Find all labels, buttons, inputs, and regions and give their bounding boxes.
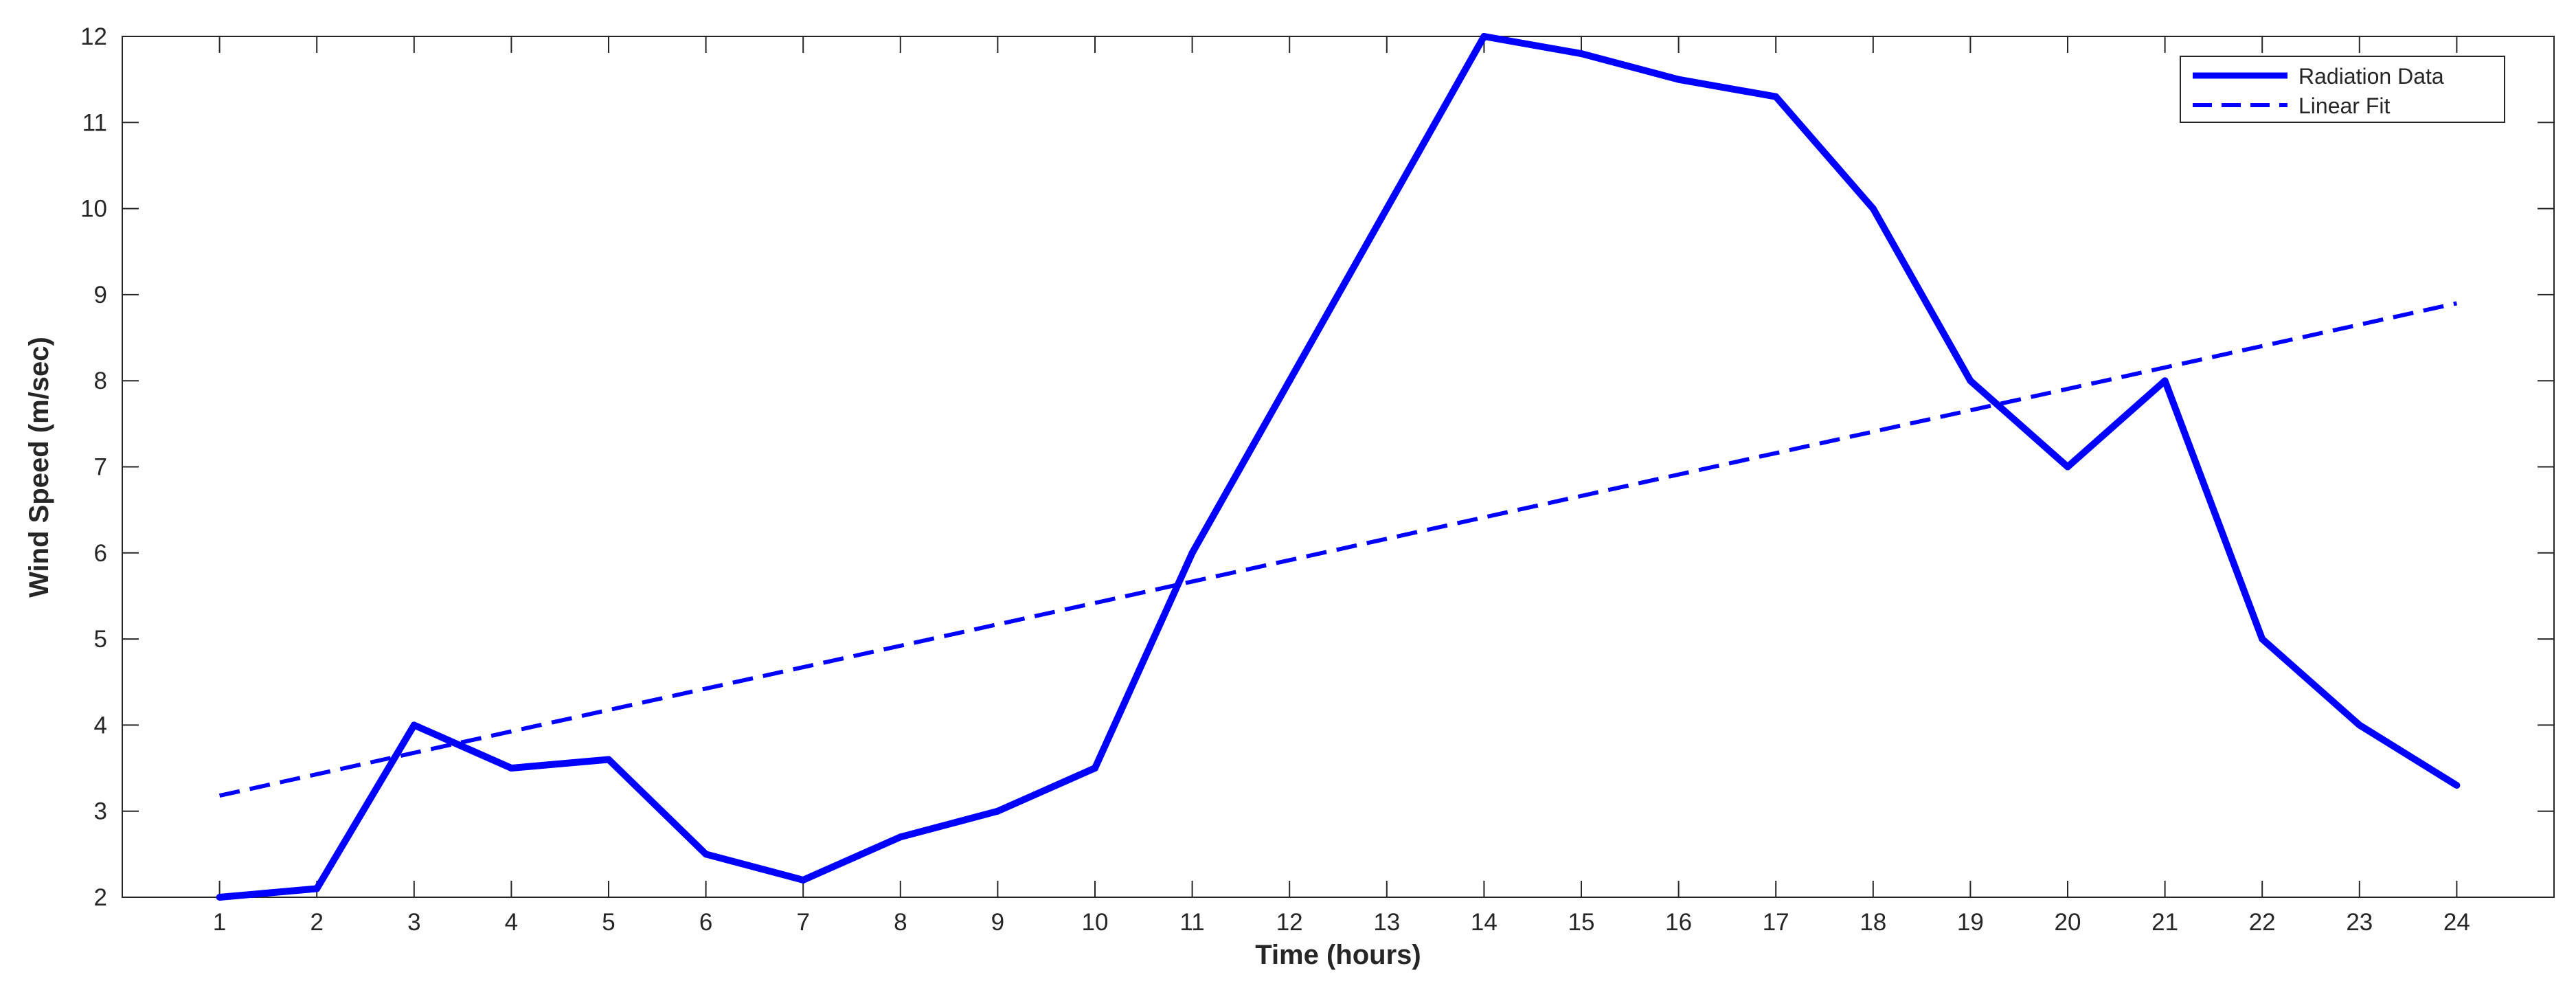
y-tick-label: 9: [94, 282, 107, 308]
plot-area: [122, 36, 2555, 898]
data-point-radiation-data: [1092, 765, 1098, 772]
data-point-radiation-data: [1869, 205, 1877, 212]
y-tick-label: 2: [94, 884, 107, 911]
ticks-layer: 1 2 3 4 5 6 7 8 9 10 11 12 13 14 15 16 17 18 19 20 21 22 23 242…: [80, 23, 2554, 936]
x-tick-label: 1: [213, 909, 226, 936]
data-point-radiation-data: [1286, 377, 1293, 385]
x-tick-label: 20: [2055, 909, 2081, 936]
data-point-radiation-data: [508, 765, 515, 772]
x-tick-label: 23: [2346, 909, 2373, 936]
y-tick-label: 7: [94, 454, 107, 481]
data-point-radiation-data: [896, 833, 904, 841]
y-tick-label: 4: [94, 712, 107, 739]
x-tick-label: 22: [2249, 909, 2276, 936]
x-tick-label: 13: [1373, 909, 1400, 936]
data-point-radiation-data: [2161, 377, 2169, 385]
data-point-radiation-data: [313, 885, 321, 892]
series-line-radiation-data: [219, 33, 2459, 901]
x-tick-label: 7: [796, 909, 809, 936]
data-point-radiation-data: [994, 807, 1002, 815]
x-tick-label: 17: [1763, 909, 1789, 936]
x-tick-label: 21: [2151, 909, 2178, 936]
x-tick-label: 6: [699, 909, 712, 936]
legend-box: [2180, 56, 2505, 123]
y-tick-label: 11: [82, 109, 107, 136]
y-tick-label: 3: [94, 798, 107, 825]
x-tick-label: 24: [2443, 909, 2470, 936]
x-tick-label: 8: [894, 909, 907, 936]
legend-label-radiation-data: Radiation Data: [2298, 64, 2444, 89]
x-tick-label: 16: [1665, 909, 1692, 936]
y-tick-label: 6: [94, 540, 107, 567]
data-point-radiation-data: [2453, 782, 2461, 789]
y-tick-label: 8: [94, 368, 107, 394]
data-point-radiation-data: [1675, 76, 1682, 83]
x-tick-label: 15: [1568, 909, 1595, 936]
legend: Radiation Data Linear Fit: [2180, 56, 2505, 123]
legend-label-linear-fit: Linear Fit: [2298, 93, 2391, 118]
data-point-radiation-data: [1188, 549, 1196, 556]
y-axis-title: Wind Speed (m/sec): [24, 337, 54, 598]
data-point-radiation-data: [1480, 33, 1488, 40]
y-tick-label: 5: [94, 626, 107, 653]
data-point-radiation-data: [2355, 721, 2363, 729]
x-tick-label: 4: [505, 909, 518, 936]
data-point-radiation-data: [410, 721, 418, 729]
x-tick-label: 19: [1957, 909, 1984, 936]
data-point-radiation-data: [1772, 93, 1780, 100]
data-point-radiation-data: [1578, 50, 1585, 58]
data-point-radiation-data: [1383, 205, 1390, 212]
x-tick-label: 5: [602, 909, 615, 936]
data-point-radiation-data: [216, 894, 223, 901]
data-point-radiation-data: [605, 756, 612, 763]
x-tick-label: 11: [1179, 909, 1204, 936]
x-tick-label: 9: [991, 909, 1004, 936]
x-tick-label: 14: [1471, 909, 1498, 936]
x-tick-label: 2: [310, 909, 323, 936]
series-line-linear-fit: [218, 301, 2458, 798]
data-point-radiation-data: [1967, 377, 1974, 385]
x-axis-title: Time (hours): [1255, 940, 1421, 970]
x-tick-label: 12: [1276, 909, 1303, 936]
x-tick-label: 10: [1082, 909, 1109, 936]
y-tick-label: 12: [80, 23, 107, 50]
data-point-radiation-data: [2064, 463, 2071, 471]
x-tick-label: 18: [1860, 909, 1886, 936]
data-point-radiation-data: [800, 876, 807, 884]
x-tick-label: 3: [407, 909, 420, 936]
data-point-radiation-data: [702, 851, 710, 858]
data-point-radiation-data: [2259, 635, 2266, 643]
y-tick-label: 10: [80, 196, 107, 223]
series-layer: [216, 33, 2461, 901]
